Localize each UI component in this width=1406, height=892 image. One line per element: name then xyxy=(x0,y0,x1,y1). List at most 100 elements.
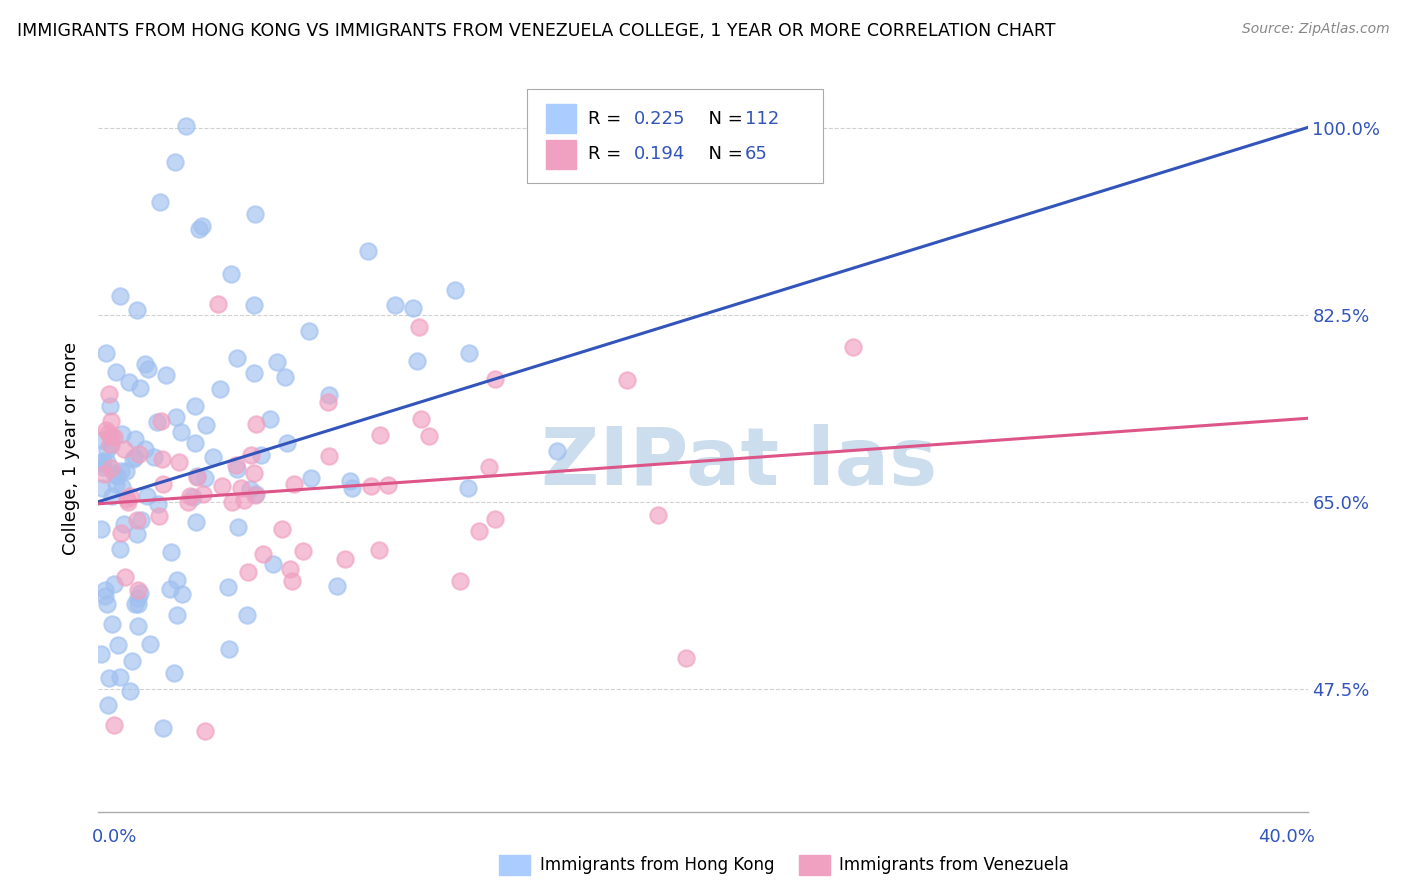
Point xyxy=(121,654,143,668)
Point xyxy=(231,481,253,495)
Point xyxy=(124,432,146,446)
Point xyxy=(457,481,479,495)
Point xyxy=(170,425,193,439)
Point xyxy=(91,481,114,495)
Point xyxy=(134,442,156,457)
Point xyxy=(218,642,240,657)
Point xyxy=(98,671,121,685)
Point xyxy=(91,459,114,474)
Point xyxy=(110,464,132,478)
Point xyxy=(159,582,181,597)
Point xyxy=(842,341,865,355)
Point xyxy=(245,488,267,502)
Point xyxy=(127,597,149,611)
Point xyxy=(100,438,122,452)
Point xyxy=(262,558,284,572)
Point xyxy=(318,388,340,402)
Point xyxy=(103,577,125,591)
Point xyxy=(103,718,125,732)
Point xyxy=(186,468,208,483)
Text: ZIPat las: ZIPat las xyxy=(541,424,938,502)
Point xyxy=(183,490,205,504)
Point xyxy=(221,494,243,508)
Point xyxy=(96,442,118,457)
Point xyxy=(172,587,194,601)
Point xyxy=(108,670,131,684)
Point xyxy=(194,417,217,432)
Point xyxy=(418,429,440,443)
Point xyxy=(484,511,506,525)
Point xyxy=(187,221,209,235)
Point xyxy=(128,447,150,461)
Point xyxy=(111,426,134,441)
Point xyxy=(155,368,177,382)
Point xyxy=(298,324,321,338)
Point xyxy=(94,589,117,603)
Point xyxy=(148,509,170,524)
Point xyxy=(94,424,117,438)
Point xyxy=(135,489,157,503)
Point xyxy=(236,608,259,623)
Point xyxy=(367,542,389,557)
Point xyxy=(97,425,120,440)
Point xyxy=(276,435,298,450)
Text: 0.225: 0.225 xyxy=(634,110,686,128)
Point xyxy=(402,301,425,315)
Point xyxy=(202,450,225,465)
Point xyxy=(468,524,491,538)
Point xyxy=(166,574,188,588)
Point xyxy=(112,442,135,457)
Point xyxy=(105,469,128,483)
Point xyxy=(449,574,471,588)
Point xyxy=(90,456,112,470)
Point xyxy=(186,469,208,483)
Point xyxy=(357,244,380,258)
Point xyxy=(177,495,200,509)
Point xyxy=(184,399,207,413)
Point xyxy=(243,298,266,312)
Point xyxy=(100,461,122,475)
Point xyxy=(118,376,141,390)
Point xyxy=(162,665,184,680)
Point xyxy=(90,433,112,447)
Point xyxy=(127,591,149,605)
Point xyxy=(146,415,169,429)
Point xyxy=(97,698,120,712)
Point xyxy=(108,541,131,556)
Point xyxy=(114,570,136,584)
Point xyxy=(167,455,190,469)
Point xyxy=(384,298,406,312)
Point xyxy=(118,489,141,503)
Point xyxy=(112,516,135,531)
Point xyxy=(239,449,262,463)
Point xyxy=(335,552,357,566)
Point xyxy=(243,366,266,380)
Point xyxy=(191,487,214,501)
Point xyxy=(217,580,239,594)
Text: N =: N = xyxy=(697,145,749,163)
Point xyxy=(360,479,382,493)
Point xyxy=(139,637,162,651)
Point xyxy=(278,562,301,576)
Point xyxy=(190,219,212,234)
Point xyxy=(165,409,187,424)
Point xyxy=(211,479,233,493)
Point xyxy=(239,482,262,496)
Point xyxy=(316,395,339,409)
Point xyxy=(225,458,247,472)
Point xyxy=(105,476,128,491)
Point xyxy=(259,412,281,426)
Point xyxy=(252,547,274,561)
Point xyxy=(127,618,149,632)
Point xyxy=(225,462,247,476)
Point xyxy=(124,450,146,465)
Point xyxy=(458,346,481,360)
Point xyxy=(122,451,145,466)
Point xyxy=(150,414,173,428)
Point xyxy=(150,451,173,466)
Point xyxy=(226,519,249,533)
Point xyxy=(225,351,247,365)
Text: 0.194: 0.194 xyxy=(634,145,686,163)
Point xyxy=(101,489,124,503)
Point xyxy=(546,444,568,458)
